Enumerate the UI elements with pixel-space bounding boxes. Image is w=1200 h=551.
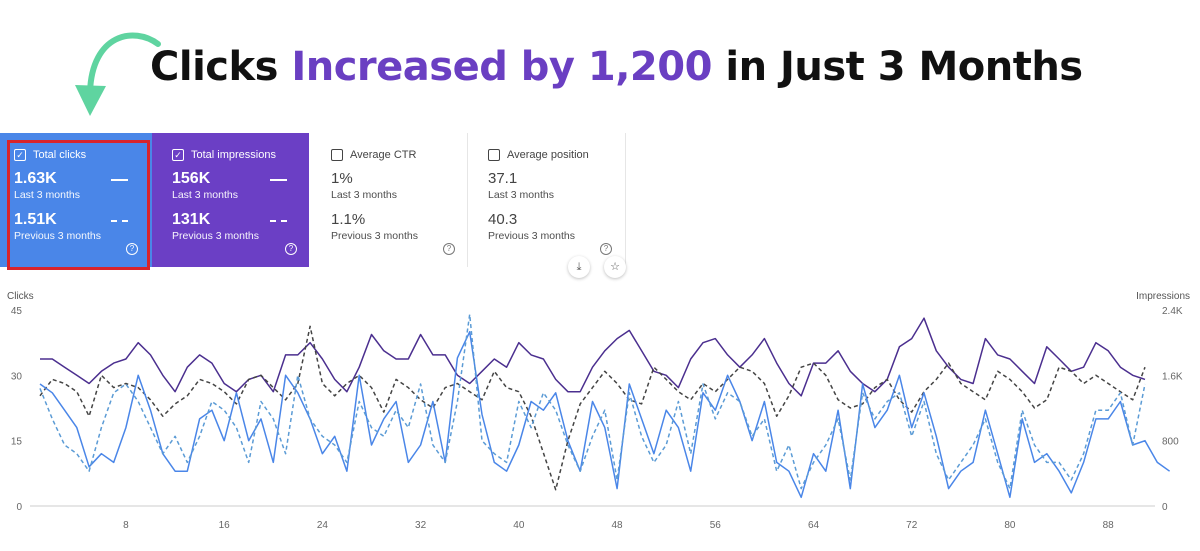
series-line-4	[39, 313, 1146, 490]
series-line-2	[39, 325, 1146, 491]
checkbox-unchecked-icon[interactable]	[488, 149, 500, 161]
metric-current-period: Last 3 months	[172, 189, 238, 201]
metric-current-value: 1%	[331, 170, 353, 187]
metric-current-value: 1.63K	[14, 170, 57, 187]
x-tick-label: 56	[710, 520, 722, 531]
download-icon[interactable]: ⤓	[568, 256, 590, 278]
headline-part1: Clicks	[150, 44, 278, 90]
metric-current-period: Last 3 months	[488, 189, 554, 201]
metric-current-value: 37.1	[488, 170, 518, 187]
metric-card-total-impressions[interactable]: ✓ Total impressions 156K Last 3 months 13…	[152, 133, 309, 267]
x-tick-label: 16	[219, 520, 231, 531]
x-tick-label: 64	[808, 520, 820, 531]
star-icon[interactable]: ☆	[604, 256, 626, 278]
metric-previous-value: 1.1%	[331, 211, 366, 228]
x-tick-label: 8	[123, 520, 129, 531]
metric-current-period: Last 3 months	[14, 189, 80, 201]
solid-line-legend-icon	[270, 179, 287, 181]
metric-label: Total clicks	[33, 149, 87, 161]
series-line-1	[40, 317, 1146, 397]
y2-tick-label: 2.4K	[1162, 306, 1183, 317]
performance-chart: Clicks Impressions 0 15 30 45 0 800 1.6K 2.4K 8 16 2…	[7, 291, 1190, 531]
metric-previous-period: Previous 3 months	[331, 230, 418, 242]
y2-tick-label: 1.6K	[1162, 371, 1183, 382]
y-tick-label: 0	[16, 502, 22, 513]
dashed-line-legend-icon	[111, 220, 128, 222]
help-icon[interactable]: ?	[443, 243, 455, 255]
headline: Clicks Increased by 1,200 in Just 3 Mont…	[150, 44, 1083, 90]
headline-part3: in Just 3 Months	[725, 44, 1083, 90]
metric-previous-period: Previous 3 months	[488, 230, 575, 242]
y-tick-label: 30	[11, 371, 23, 382]
help-icon[interactable]: ?	[126, 243, 138, 255]
y2-tick-label: 800	[1162, 437, 1179, 448]
metric-previous-value: 1.51K	[14, 211, 57, 228]
metric-card-total-clicks[interactable]: ✓ Total clicks 1.63K Last 3 months 1.51K …	[0, 133, 152, 267]
y2-axis-title: Impressions	[1136, 291, 1190, 302]
metric-current-period: Last 3 months	[331, 189, 397, 201]
y-tick-label: 45	[11, 306, 23, 317]
x-tick-label: 24	[317, 520, 329, 531]
solid-line-legend-icon	[111, 179, 128, 181]
arrow-down-icon	[75, 32, 161, 116]
y-tick-label: 15	[11, 437, 23, 448]
x-tick-label: 88	[1103, 520, 1115, 531]
dashed-line-legend-icon	[270, 220, 287, 222]
help-icon[interactable]: ?	[600, 243, 612, 255]
checkbox-unchecked-icon[interactable]	[331, 149, 343, 161]
checkbox-checked-icon[interactable]: ✓	[172, 149, 184, 161]
metric-card-average-position[interactable]: Average position 37.1 Last 3 months 40.3…	[468, 133, 626, 267]
metric-previous-value: 40.3	[488, 211, 518, 228]
x-tick-label: 40	[513, 520, 525, 531]
metric-current-value: 156K	[172, 170, 211, 187]
metric-card-average-ctr[interactable]: Average CTR 1% Last 3 months 1.1% Previo…	[309, 133, 468, 267]
metric-previous-value: 131K	[172, 211, 211, 228]
series-line-3	[39, 331, 1171, 499]
metric-previous-period: Previous 3 months	[14, 230, 101, 242]
x-tick-label: 80	[1004, 520, 1016, 531]
help-icon[interactable]: ?	[285, 243, 297, 255]
headline-highlight: Increased by 1,200	[291, 44, 712, 90]
y2-tick-label: 0	[1162, 502, 1168, 513]
metric-previous-period: Previous 3 months	[172, 230, 259, 242]
x-tick-label: 72	[906, 520, 918, 531]
x-tick-label: 48	[611, 520, 623, 531]
metric-label: Average position	[507, 149, 589, 161]
x-tick-label: 32	[415, 520, 427, 531]
checkbox-checked-icon[interactable]: ✓	[14, 149, 26, 161]
metric-label: Average CTR	[350, 149, 417, 161]
metric-label: Total impressions	[191, 149, 276, 161]
y-axis-title: Clicks	[7, 291, 34, 302]
